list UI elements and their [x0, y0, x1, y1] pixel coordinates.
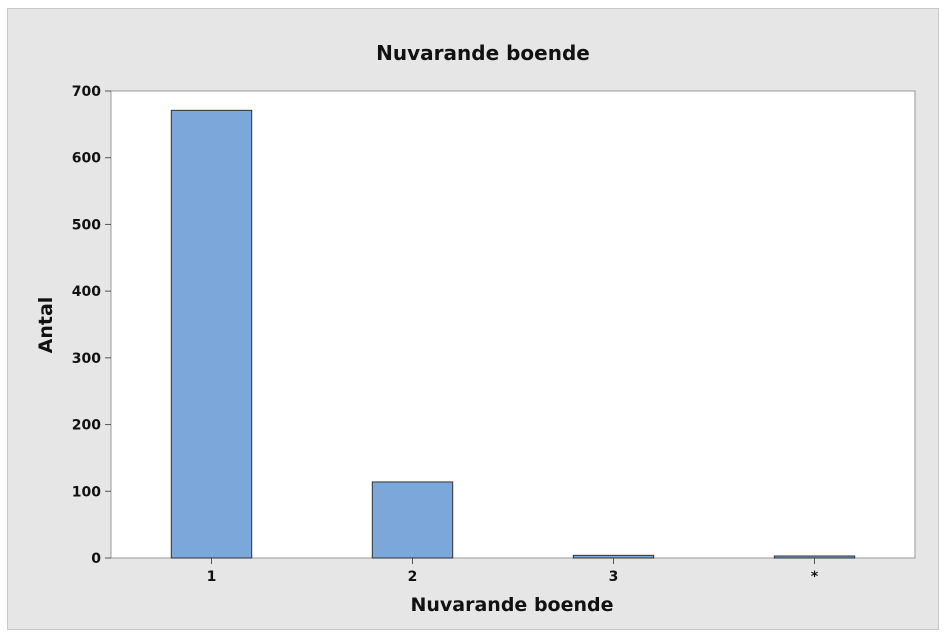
y-tick-label: 500 — [72, 217, 101, 233]
chart-title: Nuvarande boende — [376, 41, 590, 65]
y-axis-label: Antal — [35, 297, 57, 354]
bar-3 — [572, 554, 655, 559]
y-tick-label: 600 — [72, 151, 101, 167]
bar-missing — [773, 555, 856, 559]
y-tick-label: 700 — [72, 84, 101, 100]
y-tick-label: 400 — [72, 284, 101, 300]
y-tick-label: 100 — [72, 484, 101, 500]
x-tick-label: 2 — [408, 569, 418, 585]
y-axis: 0 100 200 300 400 500 600 700 — [72, 84, 111, 567]
x-tick-label: 3 — [609, 569, 619, 585]
x-axis: 1 2 3 * — [207, 558, 819, 585]
bars-group — [170, 109, 856, 559]
y-tick-label: 300 — [72, 351, 101, 367]
y-tick-label: 200 — [72, 418, 101, 434]
x-axis-label: Nuvarande boende — [410, 594, 613, 616]
bar-2 — [371, 481, 454, 559]
bar-1 — [170, 109, 253, 559]
y-tick-label: 0 — [91, 551, 101, 567]
x-tick-label: * — [811, 569, 819, 585]
x-tick-label: 1 — [207, 569, 217, 585]
